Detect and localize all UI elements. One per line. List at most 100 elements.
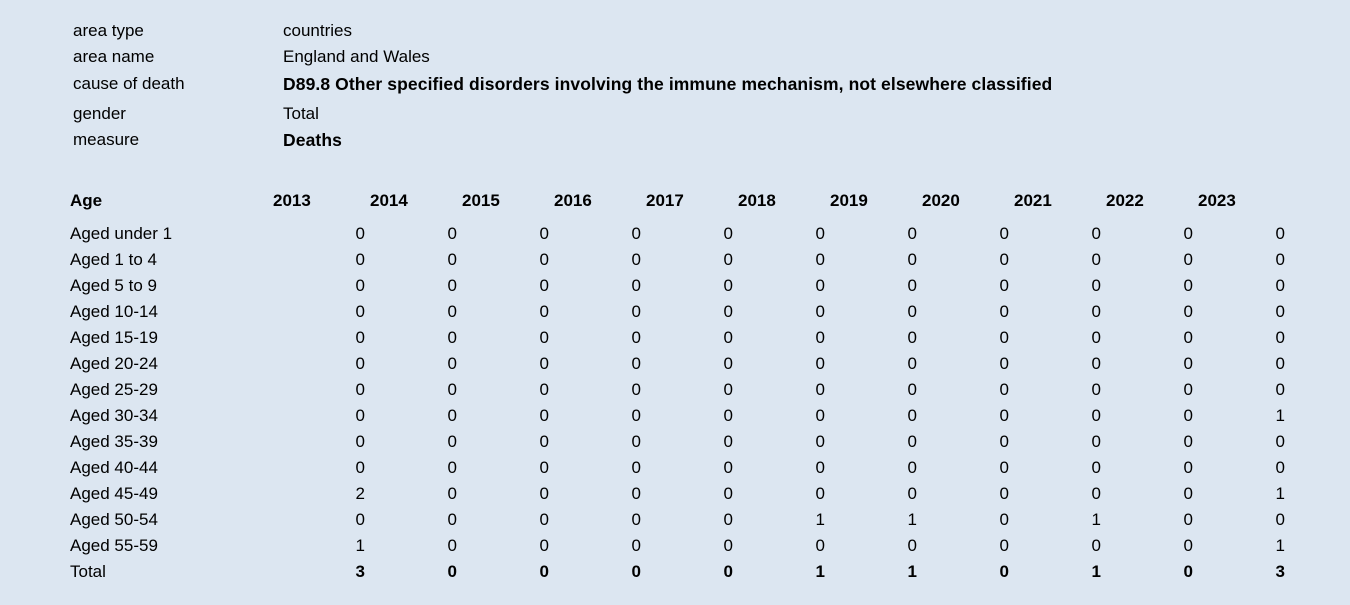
deaths-cell: 0 <box>554 403 646 429</box>
deaths-value: 0 <box>539 302 549 321</box>
deaths-cell: 0 <box>922 455 1014 481</box>
deaths-value: 0 <box>1183 302 1193 321</box>
deaths-value: 0 <box>447 432 457 451</box>
deaths-cell: 0 <box>738 221 830 247</box>
deaths-cell: 0 <box>738 429 830 455</box>
deaths-cell: 0 <box>462 247 554 273</box>
deaths-cell: 0 <box>462 481 554 507</box>
deaths-value: 0 <box>1183 484 1193 503</box>
age-label: Aged 40-44 <box>70 458 158 477</box>
deaths-value: 0 <box>447 354 457 373</box>
meta-value: Total <box>283 104 319 123</box>
deaths-value: 0 <box>907 458 917 477</box>
deaths-cell: 0 <box>1106 247 1198 273</box>
deaths-value: 0 <box>1183 562 1193 581</box>
year-column-header: 2018 <box>738 191 776 210</box>
deaths-cell: 0 <box>646 533 738 559</box>
deaths-value: 0 <box>815 224 825 243</box>
age-label: Aged 30-34 <box>70 406 158 425</box>
deaths-value: 0 <box>539 224 549 243</box>
deaths-value: 0 <box>355 224 365 243</box>
deaths-cell: 1 <box>273 533 370 559</box>
deaths-cell: 0 <box>1014 247 1106 273</box>
total-row: Total 3 0 0 0 0 1 1 0 1 0 3 <box>70 559 1290 585</box>
deaths-cell: 0 <box>1106 221 1198 247</box>
deaths-cell: 0 <box>462 429 554 455</box>
deaths-cell: 0 <box>273 247 370 273</box>
deaths-cell: 0 <box>1014 429 1106 455</box>
deaths-value: 0 <box>355 276 365 295</box>
deaths-value: 0 <box>999 380 1009 399</box>
deaths-value: 0 <box>907 536 917 555</box>
deaths-cell: 0 <box>922 377 1014 403</box>
deaths-cell: 0 <box>1198 351 1290 377</box>
deaths-cell: 0 <box>554 351 646 377</box>
deaths-value: 0 <box>447 302 457 321</box>
deaths-cell: 0 <box>922 403 1014 429</box>
deaths-cell: 0 <box>273 429 370 455</box>
deaths-cell: 1 <box>1014 507 1106 533</box>
deaths-value: 0 <box>631 380 641 399</box>
deaths-value: 0 <box>1183 224 1193 243</box>
deaths-cell: 0 <box>1014 403 1106 429</box>
deaths-cell: 0 <box>1198 325 1290 351</box>
deaths-value: 0 <box>1275 432 1285 451</box>
deaths-cell: 0 <box>922 325 1014 351</box>
deaths-cell: 0 <box>1198 507 1290 533</box>
deaths-value: 0 <box>355 302 365 321</box>
deaths-cell: 0 <box>1106 325 1198 351</box>
deaths-cell: 0 <box>738 273 830 299</box>
deaths-value: 0 <box>907 302 917 321</box>
deaths-value: 0 <box>723 510 733 529</box>
deaths-cell: 0 <box>922 273 1014 299</box>
deaths-value: 0 <box>1275 328 1285 347</box>
deaths-value: 0 <box>999 276 1009 295</box>
deaths-cell: 0 <box>646 481 738 507</box>
deaths-value: 0 <box>723 432 733 451</box>
deaths-value: 0 <box>999 406 1009 425</box>
meta-value: England and Wales <box>283 47 430 66</box>
deaths-cell: 0 <box>1106 403 1198 429</box>
deaths-cell: 0 <box>554 273 646 299</box>
deaths-cell: 0 <box>738 247 830 273</box>
age-label: Aged 10-14 <box>70 302 158 321</box>
deaths-cell: 0 <box>646 273 738 299</box>
deaths-cell: 0 <box>738 403 830 429</box>
deaths-value: 0 <box>723 458 733 477</box>
deaths-cell: 0 <box>1198 429 1290 455</box>
deaths-cell: 0 <box>273 403 370 429</box>
age-label: Total <box>70 562 106 581</box>
deaths-cell: 0 <box>1014 325 1106 351</box>
meta-label: cause of death <box>73 74 185 93</box>
deaths-cell: 0 <box>273 299 370 325</box>
deaths-value: 0 <box>447 224 457 243</box>
deaths-value: 0 <box>1183 432 1193 451</box>
deaths-value: 0 <box>907 276 917 295</box>
deaths-value: 0 <box>539 380 549 399</box>
deaths-value: 0 <box>1091 354 1101 373</box>
deaths-value: 0 <box>1275 224 1285 243</box>
deaths-value: 0 <box>815 380 825 399</box>
meta-label: measure <box>73 130 140 149</box>
deaths-cell: 0 <box>1106 481 1198 507</box>
deaths-cell: 0 <box>646 455 738 481</box>
deaths-value: 0 <box>999 224 1009 243</box>
deaths-value: 0 <box>539 250 549 269</box>
deaths-cell: 0 <box>273 221 370 247</box>
deaths-cell: 0 <box>554 247 646 273</box>
deaths-cell: 1 <box>1198 403 1290 429</box>
deaths-value: 0 <box>1183 458 1193 477</box>
deaths-value: 0 <box>447 406 457 425</box>
deaths-cell: 0 <box>922 429 1014 455</box>
deaths-cell: 0 <box>922 299 1014 325</box>
deaths-cell: 0 <box>273 507 370 533</box>
deaths-value: 0 <box>447 250 457 269</box>
deaths-value: 0 <box>907 328 917 347</box>
deaths-cell: 0 <box>554 455 646 481</box>
deaths-cell: 0 <box>1106 377 1198 403</box>
deaths-value: 0 <box>539 432 549 451</box>
deaths-value: 0 <box>1091 250 1101 269</box>
deaths-value: 0 <box>999 562 1009 581</box>
deaths-value: 0 <box>907 354 917 373</box>
deaths-value: 0 <box>355 458 365 477</box>
